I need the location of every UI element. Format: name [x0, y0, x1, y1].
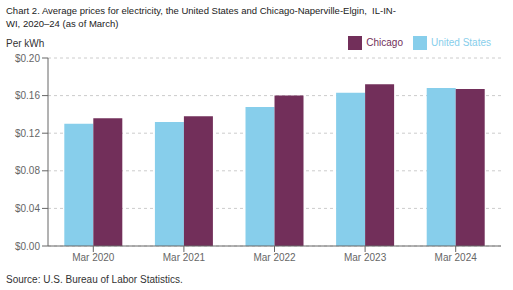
svg-text:Mar 2024: Mar 2024: [435, 252, 478, 263]
html-text:United States: United States: [431, 36, 491, 48]
svg-text:$0.04: $0.04: [15, 203, 40, 214]
svg-text:$0.20: $0.20: [15, 53, 40, 64]
svg-text:Mar 2023: Mar 2023: [344, 252, 387, 263]
svg-text:$0.00: $0.00: [15, 241, 40, 252]
svg-text:$0.16: $0.16: [15, 90, 40, 101]
svg-text:$0.08: $0.08: [15, 165, 40, 176]
svg-text:Mar 2021: Mar 2021: [163, 252, 206, 263]
html-text:Chicago: Chicago: [366, 36, 403, 48]
svg-text:$0.12: $0.12: [15, 128, 40, 139]
svg-text:Mar 2020: Mar 2020: [72, 252, 115, 263]
svg-text:Mar 2022: Mar 2022: [253, 252, 296, 263]
html-text:Chart 2. Average prices for el: Chart 2. Average prices for electricity,…: [6, 5, 396, 16]
html-text:WI, 2020–24 (as of March): WI, 2020–24 (as of March): [6, 18, 119, 29]
html-text:Source: U.S. Bureau of Labor S: Source: U.S. Bureau of Labor Statistics.: [6, 274, 183, 285]
html-text:Per kWh: Per kWh: [6, 38, 45, 49]
